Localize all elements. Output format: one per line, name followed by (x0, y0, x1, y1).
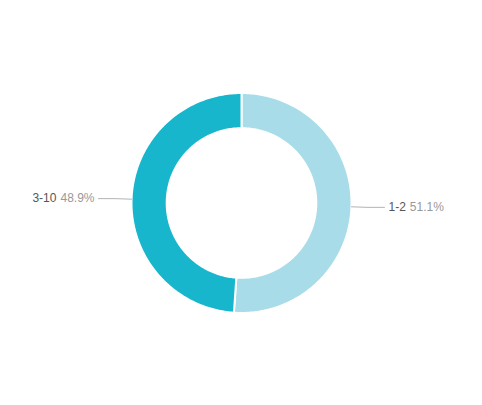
svg-text:1-2: 1-2 (389, 200, 407, 214)
svg-text:51.1%: 51.1% (410, 200, 444, 214)
svg-text:3-10: 3-10 (32, 191, 56, 205)
svg-text:48.9%: 48.9% (60, 191, 94, 205)
